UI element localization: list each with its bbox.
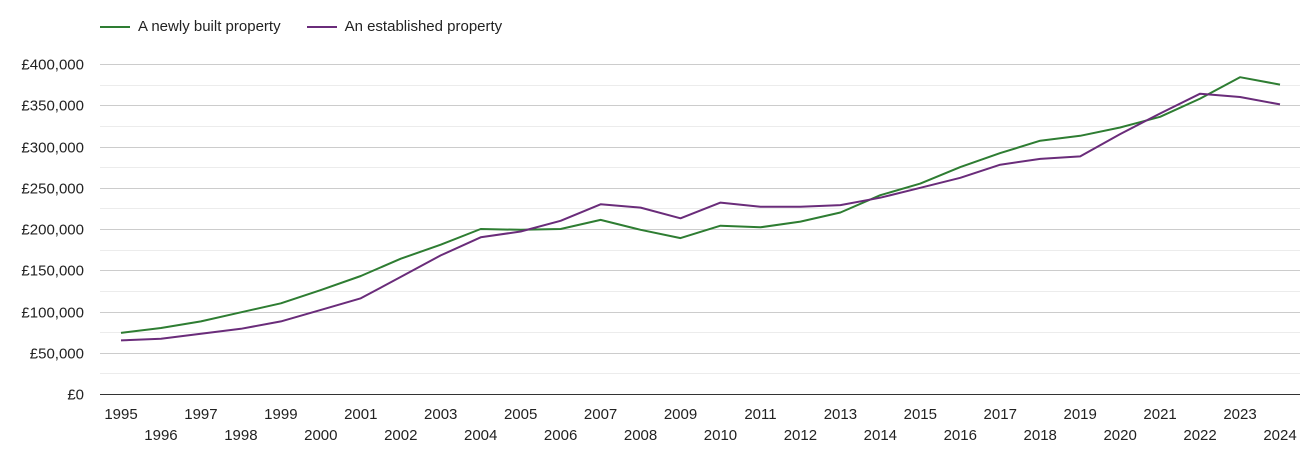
x-tick-label: 1997	[184, 406, 217, 423]
y-tick-label: £350,000	[21, 98, 84, 115]
x-tick-label: 2014	[864, 427, 897, 444]
x-tick-label: 2015	[904, 406, 937, 423]
x-tick-label: 1995	[104, 406, 137, 423]
x-tick-label: 2024	[1263, 427, 1296, 444]
x-tick-label: 1999	[264, 406, 297, 423]
y-tick-label: £150,000	[21, 263, 84, 280]
x-tick-label: 2013	[824, 406, 857, 423]
y-tick-label: £300,000	[21, 140, 84, 157]
y-tick-label: £250,000	[21, 181, 84, 198]
x-tick-label: 2021	[1143, 406, 1176, 423]
x-tick-label: 2008	[624, 427, 657, 444]
x-tick-label: 2010	[704, 427, 737, 444]
chart-legend: A newly built property An established pr…	[100, 18, 502, 35]
x-tick-label: 2007	[584, 406, 617, 423]
y-tick-label: £50,000	[30, 346, 84, 363]
x-tick-label: 2004	[464, 427, 497, 444]
x-tick-label: 2000	[304, 427, 337, 444]
y-tick-label: £100,000	[21, 305, 84, 322]
x-tick-label: 2011	[744, 406, 776, 423]
legend-swatch-new-build	[100, 25, 130, 28]
series-line-new-build	[120, 76, 1281, 334]
x-tick-label: 2012	[784, 427, 817, 444]
x-tick-label: 2003	[424, 406, 457, 423]
y-tick-label: £400,000	[21, 57, 84, 74]
x-tick-label: 2005	[504, 406, 537, 423]
x-tick-label: 2019	[1063, 406, 1096, 423]
x-tick-label: 2017	[984, 406, 1017, 423]
legend-item-new-build[interactable]: A newly built property	[100, 18, 281, 35]
y-tick-label: £0	[67, 387, 84, 404]
y-tick-label: £200,000	[21, 222, 84, 239]
x-tick-label: 2023	[1223, 406, 1256, 423]
x-tick-label: 1996	[144, 427, 177, 444]
x-tick-label: 2020	[1103, 427, 1136, 444]
x-tick-label: 2002	[384, 427, 417, 444]
x-tick-label: 2022	[1183, 427, 1216, 444]
x-tick-label: 2009	[664, 406, 697, 423]
legend-label-established: An established property	[344, 18, 503, 35]
series-line-established	[120, 92, 1281, 342]
legend-swatch-established	[306, 25, 337, 28]
x-tick-label: 2001	[344, 406, 377, 423]
x-tick-label: 1998	[224, 427, 257, 444]
legend-item-established[interactable]: An established property	[306, 18, 503, 35]
x-tick-label: 2016	[944, 427, 977, 444]
x-tick-label: 2018	[1024, 427, 1057, 444]
legend-label-new-build: A newly built property	[138, 18, 281, 35]
x-tick-label: 2006	[544, 427, 577, 444]
